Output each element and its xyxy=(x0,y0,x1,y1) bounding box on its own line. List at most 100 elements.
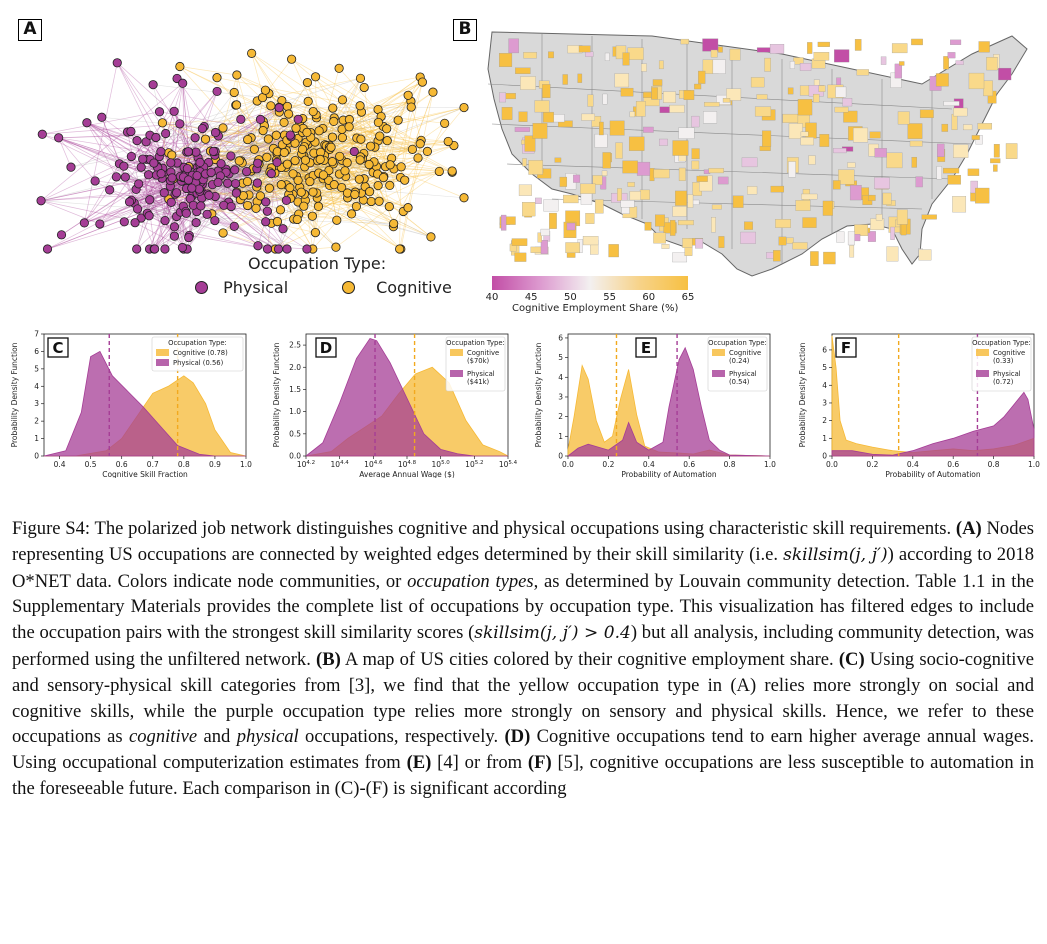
city-region xyxy=(773,250,781,262)
legend-title: Occupation Type: xyxy=(708,339,767,347)
city-region xyxy=(769,44,785,54)
city-region xyxy=(817,41,830,47)
y-tick-label: 2.5 xyxy=(289,341,301,350)
cognitive-node xyxy=(351,201,362,212)
network-edge xyxy=(40,200,268,250)
physical-node xyxy=(82,118,92,128)
city-region xyxy=(886,152,903,169)
city-region xyxy=(643,126,654,133)
network-edge xyxy=(84,190,200,224)
physical-node xyxy=(156,169,166,179)
colorbar-tick: 40 xyxy=(485,292,499,303)
city-region xyxy=(499,53,513,67)
city-region xyxy=(703,111,718,124)
physical-node xyxy=(261,217,271,227)
city-region xyxy=(678,220,694,226)
legend-entry-value: ($70k) xyxy=(467,357,490,365)
city-region xyxy=(602,93,608,105)
cognitive-node xyxy=(337,95,348,105)
city-region xyxy=(847,231,855,246)
legend-swatch xyxy=(156,359,169,366)
city-region xyxy=(726,88,742,101)
legend-title: Occupation Type: xyxy=(168,339,227,347)
network-edge xyxy=(404,107,465,181)
network-edge xyxy=(315,76,421,145)
physical-node xyxy=(144,211,154,221)
cognitive-node xyxy=(417,77,427,87)
physical-node xyxy=(90,176,100,186)
physical-node xyxy=(213,177,223,187)
panel-label-box xyxy=(835,337,857,358)
city-region xyxy=(890,226,895,240)
caption-ref-b: (B) xyxy=(316,648,341,670)
cognitive-node xyxy=(378,173,389,183)
city-region xyxy=(990,158,1001,164)
city-region xyxy=(799,63,812,71)
x-tick-exponent: 4.2 xyxy=(306,460,315,466)
network-edge xyxy=(342,99,376,148)
network-edge xyxy=(171,97,263,156)
caption-text: Nodes representing US occupations are co… xyxy=(12,518,1034,565)
city-region xyxy=(622,52,630,66)
panel-label-e: E xyxy=(641,339,651,357)
x-tick-base: 10 xyxy=(297,460,307,469)
cognitive-node xyxy=(355,155,365,165)
y-tick-label: 3 xyxy=(558,392,563,401)
network-edge xyxy=(202,183,308,250)
physical-node xyxy=(95,219,105,229)
cognitive-node xyxy=(310,228,321,238)
physical-node xyxy=(206,167,216,178)
city-region xyxy=(682,238,693,248)
network-edge xyxy=(58,137,96,182)
cognitive-node xyxy=(407,144,418,154)
city-region xyxy=(672,252,688,263)
network-edge xyxy=(286,200,337,248)
city-region xyxy=(993,144,1000,158)
city-region xyxy=(854,224,869,236)
city-region xyxy=(691,160,700,170)
network-edge xyxy=(47,184,213,250)
city-region xyxy=(797,99,813,116)
city-region xyxy=(941,123,949,132)
city-region xyxy=(508,38,519,54)
network-edge xyxy=(188,104,237,152)
physical-node xyxy=(223,178,233,188)
legend-title: Occupation Type: xyxy=(972,339,1031,347)
legend-physical-label: Physical xyxy=(223,278,289,297)
physical-node xyxy=(182,164,192,174)
city-region xyxy=(963,124,973,131)
cognitive-node xyxy=(373,180,383,191)
physical-node xyxy=(349,146,359,157)
cognitive-node xyxy=(382,136,392,146)
x-tick-label: 1.0 xyxy=(764,460,776,469)
network-edge xyxy=(40,200,100,225)
network-edge xyxy=(130,131,144,160)
cognitive-node xyxy=(365,187,375,197)
city-region xyxy=(578,45,591,53)
legend-entry-value: (0.33) xyxy=(993,357,1014,365)
physical-node xyxy=(210,215,220,226)
city-region xyxy=(754,106,772,117)
city-region xyxy=(789,61,795,69)
city-region xyxy=(540,240,548,255)
network-legend-title: Occupation Type: xyxy=(248,254,387,273)
city-region xyxy=(659,138,668,146)
city-region xyxy=(998,67,1012,81)
city-region xyxy=(711,217,716,233)
physical-node xyxy=(160,244,170,254)
cognitive-node xyxy=(406,102,416,112)
network-edge xyxy=(173,111,197,153)
city-region xyxy=(581,113,595,121)
city-region xyxy=(639,189,650,200)
physical-node xyxy=(132,244,142,254)
x-tick-label: 0.4 xyxy=(643,460,655,469)
physical-node xyxy=(230,165,240,175)
city-region xyxy=(695,238,704,249)
city-region xyxy=(653,232,667,244)
city-regions xyxy=(499,38,1018,266)
network-edge xyxy=(159,138,299,157)
city-region xyxy=(587,94,594,107)
figure-caption: Figure S4: The polarized job network dis… xyxy=(12,516,1034,802)
city-region xyxy=(608,244,619,258)
x-tick-base: 10 xyxy=(499,460,509,469)
